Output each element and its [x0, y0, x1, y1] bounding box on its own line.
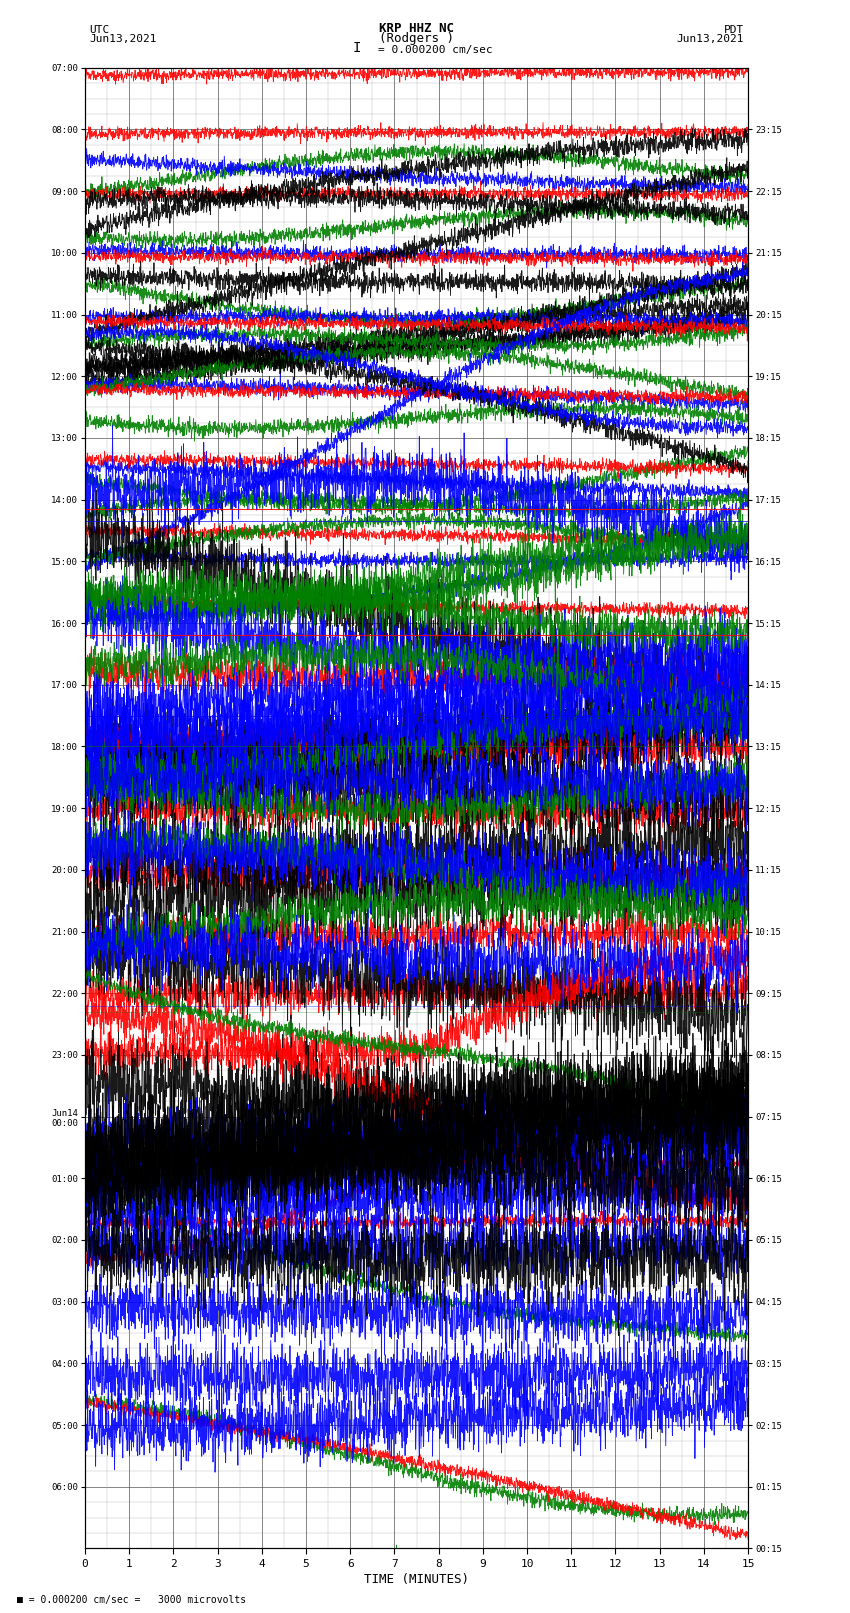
X-axis label: TIME (MINUTES): TIME (MINUTES) — [364, 1573, 469, 1586]
Text: (Rodgers ): (Rodgers ) — [379, 32, 454, 45]
Text: I: I — [353, 40, 361, 55]
Text: PDT: PDT — [723, 24, 744, 35]
Text: KRP HHZ NC: KRP HHZ NC — [379, 21, 454, 35]
Text: Jun13,2021: Jun13,2021 — [677, 34, 744, 44]
Text: ■ = 0.000200 cm/sec =   3000 microvolts: ■ = 0.000200 cm/sec = 3000 microvolts — [17, 1595, 246, 1605]
Text: Jun13,2021: Jun13,2021 — [89, 34, 156, 44]
Text: = 0.000200 cm/sec: = 0.000200 cm/sec — [378, 45, 493, 55]
Text: UTC: UTC — [89, 24, 110, 35]
